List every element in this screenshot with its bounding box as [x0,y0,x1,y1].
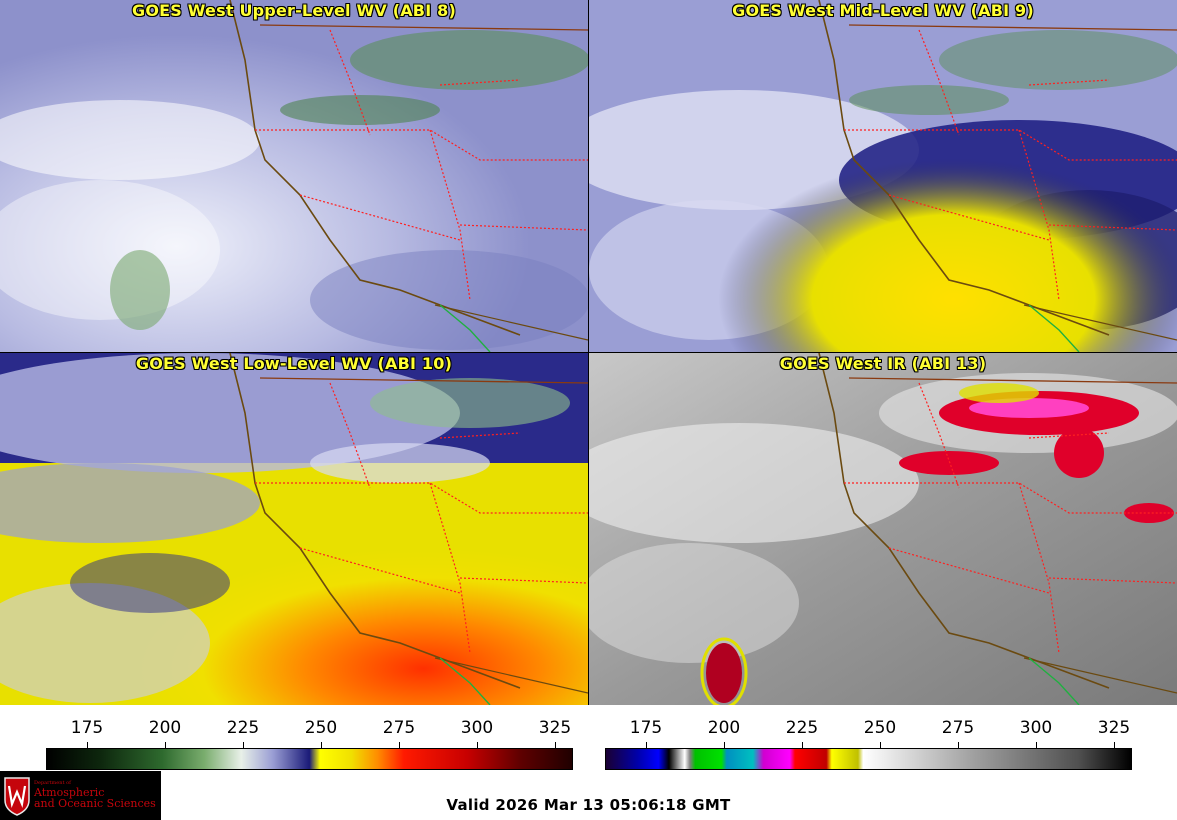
logo-line-1: Department of [34,780,71,787]
low-level-wv-panel: GOES West Low-Level WV (ABI 10) [0,353,588,705]
logo-line-2: Atmospheric [34,785,105,799]
tick-label: 200 [707,718,741,738]
panel-title: GOES West IR (ABI 13) [779,354,987,373]
low-level-wv-image [0,353,588,705]
wv-colorbar [46,748,573,770]
tick-label: 275 [382,718,416,738]
tick-label: 250 [863,718,897,738]
logo-line-3: and Oceanic Sciences [34,797,156,811]
aos-logo: Department of Atmospheric and Oceanic Sc… [0,771,161,820]
ir-image [589,353,1177,705]
tick-label: 325 [1097,718,1131,738]
panel-divider-horizontal [0,352,1177,353]
tick-label: 325 [538,718,572,738]
upper-level-wv-image [0,0,588,352]
tick-label: 300 [460,718,494,738]
tick-label: 225 [785,718,819,738]
logo-text: Department of Atmospheric and Oceanic Sc… [34,780,156,811]
ir-panel: GOES West IR (ABI 13) [589,353,1177,705]
tick-label: 225 [226,718,260,738]
tick-label: 275 [941,718,975,738]
tick-label: 200 [148,718,182,738]
tick-label: 250 [304,718,338,738]
upper-level-wv-panel: GOES West Upper-Level WV (ABI 8) [0,0,588,352]
panel-title: GOES West Mid-Level WV (ABI 9) [732,1,1034,20]
panel-title: GOES West Low-Level WV (ABI 10) [135,354,453,373]
uw-crest-icon [4,776,30,816]
mid-level-wv-image [589,0,1177,352]
ir-colorbar [605,748,1132,770]
panel-title: GOES West Upper-Level WV (ABI 8) [132,1,456,20]
tick-label: 300 [1019,718,1053,738]
tick-label: 175 [629,718,663,738]
tick-label: 175 [70,718,104,738]
mid-level-wv-panel: GOES West Mid-Level WV (ABI 9) [589,0,1177,352]
valid-time: Valid 2026 Mar 13 05:06:18 GMT [446,796,731,814]
